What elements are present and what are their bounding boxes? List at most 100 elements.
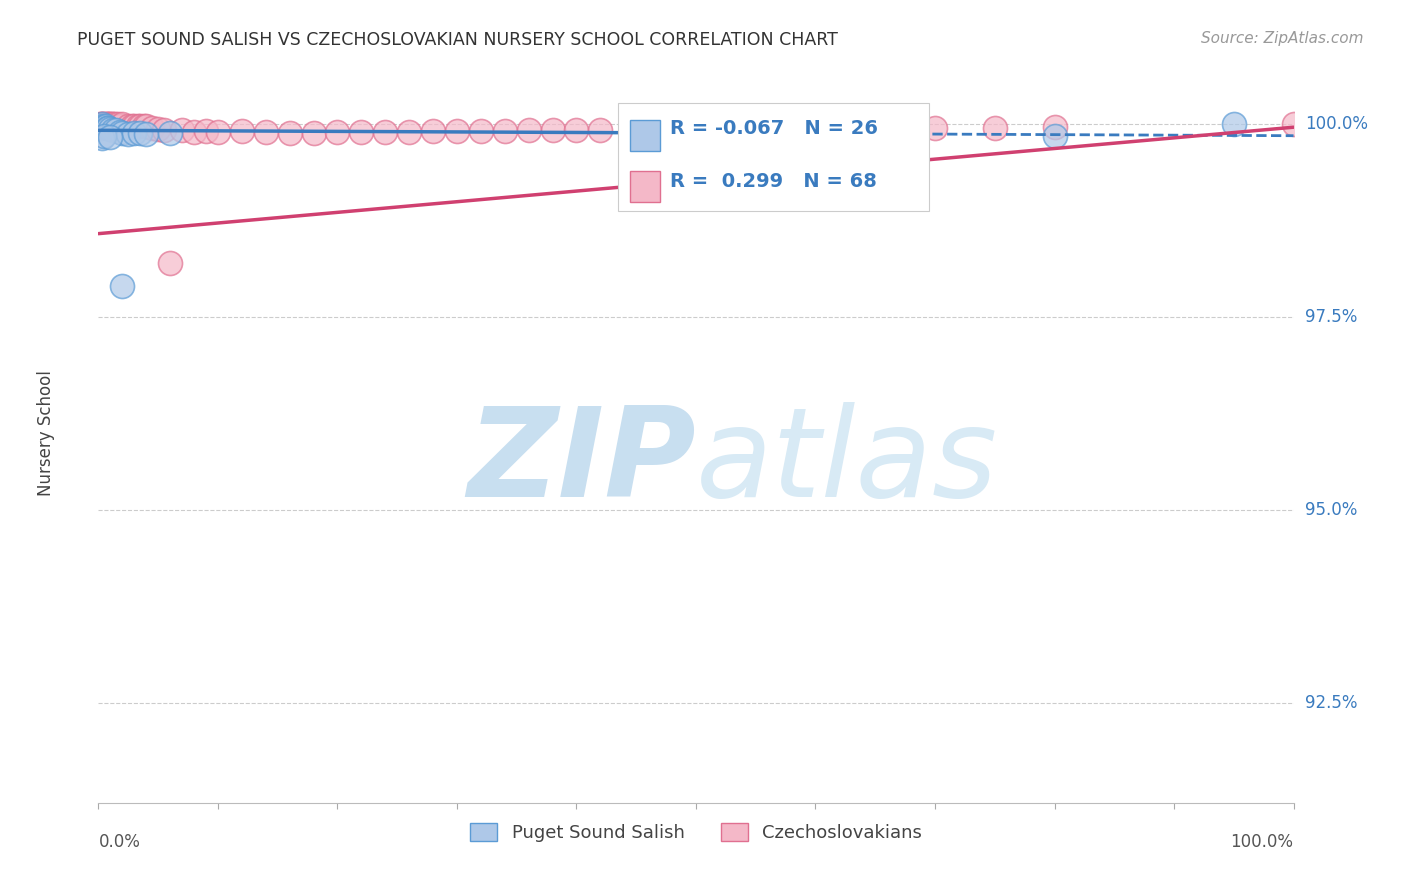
Point — [589, 122, 612, 136]
Point — [89, 120, 111, 135]
Point — [101, 117, 124, 131]
Point — [94, 117, 117, 131]
Point — [129, 120, 152, 134]
Point — [565, 123, 588, 137]
Point — [105, 123, 128, 137]
Point — [422, 124, 444, 138]
Point — [91, 131, 114, 145]
Point — [207, 125, 229, 139]
Point — [398, 125, 420, 139]
Point — [1043, 120, 1066, 135]
Point — [104, 117, 127, 131]
Point — [626, 122, 648, 136]
Point — [804, 121, 827, 136]
Bar — [630, 120, 661, 152]
Point — [91, 117, 114, 131]
Point — [93, 117, 115, 131]
Point — [278, 126, 301, 140]
Point — [93, 120, 115, 135]
Bar — [630, 171, 661, 202]
Point — [111, 127, 134, 141]
Point — [231, 124, 253, 138]
Point — [470, 124, 492, 138]
Point — [97, 120, 120, 135]
Point — [111, 279, 134, 293]
Point — [172, 123, 194, 137]
Point — [91, 119, 114, 133]
Point — [865, 120, 887, 135]
Point — [100, 117, 122, 131]
Point — [111, 117, 134, 131]
Point — [98, 121, 122, 136]
Text: 97.5%: 97.5% — [1305, 308, 1357, 326]
Text: R =  0.299   N = 68: R = 0.299 N = 68 — [669, 172, 876, 191]
Point — [96, 117, 118, 131]
Point — [697, 121, 720, 136]
Point — [98, 130, 122, 145]
Point — [541, 123, 564, 137]
Point — [93, 129, 115, 144]
Text: 100.0%: 100.0% — [1305, 115, 1368, 133]
Point — [108, 120, 131, 134]
Point — [804, 128, 827, 142]
Point — [302, 126, 325, 140]
Point — [91, 117, 114, 131]
Text: 92.5%: 92.5% — [1305, 694, 1357, 712]
Point — [117, 127, 139, 141]
Point — [91, 117, 114, 131]
Point — [89, 117, 111, 131]
Point — [98, 120, 122, 134]
Point — [159, 127, 181, 141]
Point — [117, 120, 139, 134]
Point — [94, 119, 117, 133]
Point — [661, 122, 683, 136]
Point — [90, 119, 112, 133]
Point — [93, 120, 115, 134]
FancyBboxPatch shape — [619, 103, 929, 211]
Point — [127, 120, 149, 134]
Text: 100.0%: 100.0% — [1230, 833, 1294, 851]
Point — [159, 256, 181, 270]
Point — [1223, 117, 1246, 131]
Point — [96, 120, 118, 135]
Point — [94, 120, 117, 134]
Point — [121, 120, 143, 134]
Point — [108, 125, 131, 139]
Point — [135, 127, 157, 141]
Text: Source: ZipAtlas.com: Source: ZipAtlas.com — [1201, 31, 1364, 46]
Point — [89, 119, 111, 133]
Text: atlas: atlas — [696, 401, 998, 523]
Text: ZIP: ZIP — [467, 401, 696, 523]
Point — [446, 124, 468, 138]
Point — [374, 125, 396, 139]
Point — [254, 125, 277, 139]
Point — [90, 120, 112, 134]
Text: R = -0.067   N = 26: R = -0.067 N = 26 — [669, 120, 877, 138]
Point — [98, 117, 122, 131]
Point — [97, 120, 120, 134]
Point — [124, 127, 146, 141]
Point — [1282, 117, 1305, 131]
Point — [91, 119, 114, 133]
Point — [103, 120, 125, 134]
Point — [101, 122, 124, 136]
Point — [685, 128, 707, 143]
Point — [984, 120, 1007, 135]
Point — [132, 120, 155, 134]
Point — [105, 120, 128, 134]
Point — [183, 125, 205, 139]
Text: 0.0%: 0.0% — [98, 833, 141, 851]
Point — [141, 120, 163, 135]
Point — [195, 124, 218, 138]
Point — [96, 120, 118, 134]
Point — [91, 120, 114, 134]
Point — [517, 123, 540, 137]
Text: Nursery School: Nursery School — [37, 369, 55, 496]
Text: PUGET SOUND SALISH VS CZECHOSLOVAKIAN NURSERY SCHOOL CORRELATION CHART: PUGET SOUND SALISH VS CZECHOSLOVAKIAN NU… — [77, 31, 838, 49]
Point — [745, 121, 768, 136]
Point — [135, 120, 157, 134]
Text: 95.0%: 95.0% — [1305, 500, 1357, 519]
Point — [494, 124, 516, 138]
Point — [924, 120, 946, 135]
Point — [350, 125, 373, 139]
